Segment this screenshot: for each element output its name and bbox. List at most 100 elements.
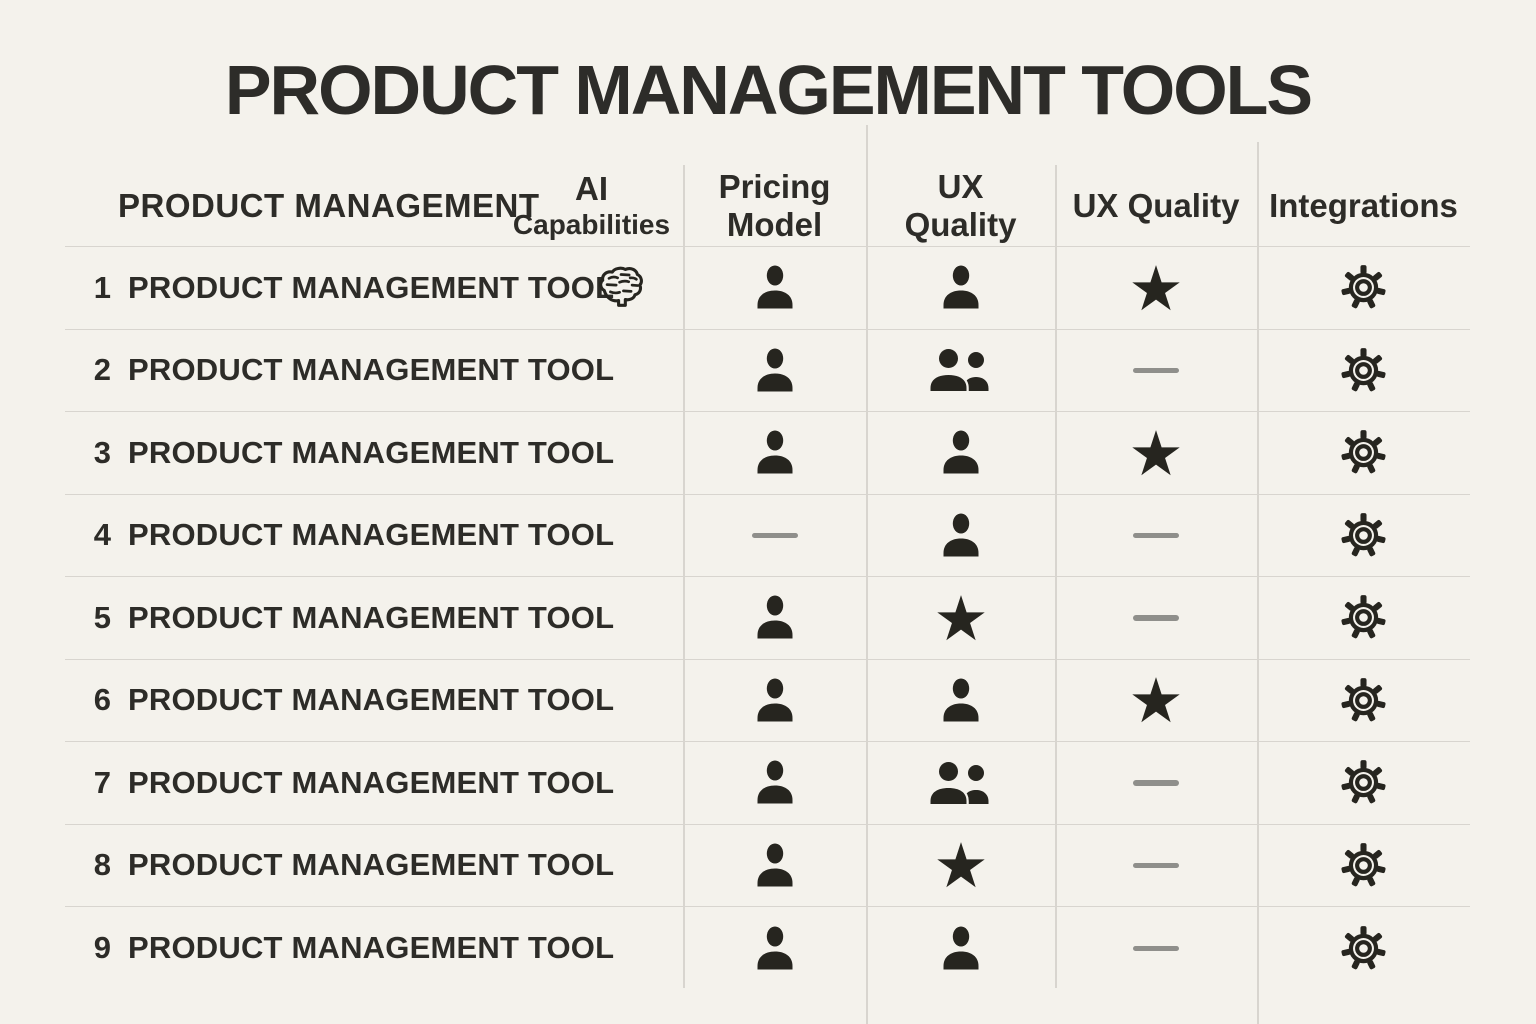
row-label: PRODUCT MANAGEMENT TOOL	[128, 930, 615, 966]
cell-ai-capabilities	[500, 742, 683, 824]
table-row: 6 PRODUCT MANAGEMENT TOOL	[65, 660, 1470, 742]
cell-ai-capabilities	[500, 247, 683, 329]
table-body: 1 PRODUCT MANAGEMENT TOOL 2 PRODUCT MANA…	[65, 247, 1470, 990]
gear-icon	[1340, 677, 1387, 724]
cell-pricing-model	[683, 330, 866, 412]
column-header-line2: Capabilities	[512, 208, 671, 240]
cell-tool-name: 7 PRODUCT MANAGEMENT TOOL	[65, 742, 614, 824]
dash-icon	[1133, 615, 1179, 621]
cell-ux-quality-2	[1055, 660, 1257, 742]
cell-ux-quality	[866, 247, 1055, 329]
row-label: PRODUCT MANAGEMENT TOOL	[128, 269, 615, 305]
person-icon	[937, 677, 985, 724]
table-row: 4 PRODUCT MANAGEMENT TOOL	[65, 495, 1470, 577]
table-row: 7 PRODUCT MANAGEMENT TOOL	[65, 742, 1470, 825]
cell-ai-capabilities	[500, 907, 683, 990]
cell-pricing-model	[683, 412, 866, 494]
cell-integrations	[1257, 825, 1470, 907]
person-icon	[751, 677, 799, 724]
cell-integrations	[1257, 907, 1470, 990]
cell-tool-name: 5 PRODUCT MANAGEMENT TOOL	[65, 577, 614, 659]
column-header-ai-capabilities: AI Capabilities	[500, 165, 683, 246]
row-number: 3	[93, 434, 111, 470]
star-icon	[935, 593, 987, 643]
column-header-label: Integrations	[1269, 186, 1458, 224]
row-label: PRODUCT MANAGEMENT TOOL	[128, 517, 615, 553]
table-header-row: PRODUCT MANAGEMENT AI Capabilities Prici…	[65, 165, 1470, 247]
table-row: 1 PRODUCT MANAGEMENT TOOL	[65, 247, 1470, 330]
person-icon	[751, 347, 799, 394]
cell-ai-capabilities	[500, 495, 683, 577]
person-icon	[937, 512, 985, 559]
cell-ux-quality	[866, 742, 1055, 824]
row-number: 1	[93, 269, 111, 305]
brain-icon	[596, 265, 646, 310]
cell-ux-quality-2	[1055, 330, 1257, 412]
dash-icon	[751, 532, 798, 538]
column-header-line1: Pricing	[718, 167, 831, 205]
row-number: 4	[93, 517, 111, 553]
cell-integrations	[1257, 495, 1470, 577]
row-number: 7	[93, 764, 111, 800]
row-label: PRODUCT MANAGEMENT TOOL	[128, 764, 615, 800]
column-header-pricing-model: Pricing Model	[683, 165, 866, 246]
column-divider	[866, 125, 868, 1024]
cell-pricing-model	[683, 825, 866, 907]
cell-tool-name: 1 PRODUCT MANAGEMENT TOOL	[65, 247, 614, 329]
cell-ux-quality	[866, 577, 1055, 659]
row-number: 6	[93, 682, 111, 718]
page-title: PRODUCT MANAGEMENT TOOLS	[224, 51, 1313, 129]
cell-pricing-model	[683, 495, 866, 577]
dash-icon	[1133, 945, 1179, 951]
people-icon	[926, 346, 996, 394]
gear-icon	[1340, 759, 1387, 806]
gear-icon	[1340, 512, 1387, 559]
row-number: 8	[93, 847, 111, 883]
cell-pricing-model	[683, 907, 866, 990]
column-header-line1: UX	[937, 167, 984, 205]
cell-ux-quality	[866, 660, 1055, 742]
cell-ux-quality	[866, 825, 1055, 907]
row-label: PRODUCT MANAGEMENT TOOL	[128, 599, 615, 635]
cell-ai-capabilities	[500, 577, 683, 659]
row-label: PRODUCT MANAGEMENT TOOL	[128, 682, 615, 718]
cell-integrations	[1257, 412, 1470, 494]
column-header-ux-quality-2: UX Quality	[1055, 165, 1257, 246]
column-header-label: UX Quality	[1072, 186, 1240, 224]
star-icon	[935, 840, 987, 890]
table-row: 2 PRODUCT MANAGEMENT TOOL	[65, 330, 1470, 412]
column-header-ux-quality: UX Quality	[866, 165, 1055, 246]
cell-ux-quality-2	[1055, 742, 1257, 824]
gear-icon	[1340, 842, 1387, 889]
cell-pricing-model	[683, 577, 866, 659]
table-row: 8 PRODUCT MANAGEMENT TOOL	[65, 825, 1470, 907]
gear-icon	[1340, 925, 1387, 972]
gear-icon	[1340, 429, 1387, 476]
cell-integrations	[1257, 742, 1470, 824]
person-icon	[751, 759, 799, 806]
person-icon	[751, 594, 799, 641]
dash-icon	[1133, 862, 1179, 868]
row-number: 5	[93, 599, 111, 635]
cell-ux-quality	[866, 495, 1055, 577]
dash-icon	[1133, 532, 1179, 538]
cell-tool-name: 8 PRODUCT MANAGEMENT TOOL	[65, 825, 614, 907]
gear-icon	[1340, 347, 1387, 394]
cell-integrations	[1257, 660, 1470, 742]
cell-ux-quality-2	[1055, 907, 1257, 990]
person-icon	[751, 925, 799, 972]
row-label: PRODUCT MANAGEMENT TOOL	[128, 352, 615, 388]
person-icon	[937, 429, 985, 476]
person-icon	[751, 842, 799, 889]
star-icon	[1130, 263, 1182, 313]
cell-ux-quality	[866, 412, 1055, 494]
cell-pricing-model	[683, 247, 866, 329]
cell-ux-quality	[866, 907, 1055, 990]
cell-ux-quality-2	[1055, 825, 1257, 907]
dash-icon	[1133, 367, 1179, 373]
table-row: 9 PRODUCT MANAGEMENT TOOL	[65, 907, 1470, 990]
cell-tool-name: 3 PRODUCT MANAGEMENT TOOL	[65, 412, 614, 494]
cell-pricing-model	[683, 660, 866, 742]
cell-tool-name: 2 PRODUCT MANAGEMENT TOOL	[65, 330, 614, 412]
